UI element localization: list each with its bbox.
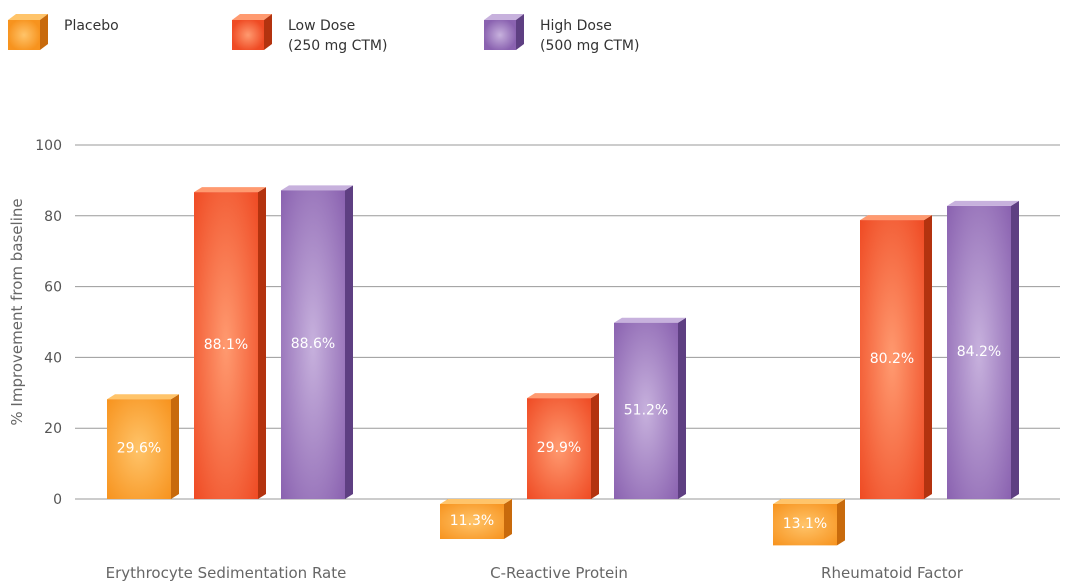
data-label: 13.1% <box>783 516 827 532</box>
bar-3-3 <box>947 200 1019 499</box>
y-tick-label: 80 <box>44 209 62 225</box>
data-label: 84.2% <box>957 344 1001 360</box>
bar-1-2 <box>440 499 512 540</box>
y-tick-label: 100 <box>35 138 62 154</box>
data-label: 29.9% <box>537 440 581 456</box>
y-tick-label: 40 <box>44 350 62 366</box>
legend-label: High Dose (500 mg CTM) <box>540 18 640 54</box>
data-label: 80.2% <box>870 351 914 367</box>
data-labels: 29.6% 88.1% 88.6% 11.3% 29.9% 51.2% 13.1% 80.2%… <box>117 336 1001 532</box>
y-tick-label: 20 <box>44 421 62 437</box>
legend-label: Low Dose (250 mg CTM) <box>288 18 388 54</box>
x-tick-label: Erythrocyte Sedimentation Rate <box>106 564 347 582</box>
bar-2-2 <box>527 393 599 499</box>
legend-swatch <box>232 14 272 50</box>
data-label: 88.6% <box>291 336 335 352</box>
data-label: 11.3% <box>450 513 494 529</box>
data-label: 88.1% <box>204 337 248 353</box>
legend-item-2: Low Dose (250 mg CTM) <box>232 14 387 56</box>
y-tick-label: 0 <box>53 492 62 508</box>
x-tick-label: C-Reactive Protein <box>490 564 628 582</box>
bar-3-2 <box>614 317 686 499</box>
legend-item-3: High Dose (500 mg CTM) <box>484 14 639 56</box>
legend-label: Placebo <box>64 18 119 34</box>
y-axis-label: % Improvement from baseline <box>8 198 26 425</box>
y-axis-ticks: 0 20 40 60 80 100 <box>35 138 62 508</box>
bars <box>107 185 1019 546</box>
x-tick-label: Rheumatoid Factor <box>821 564 964 582</box>
legend-swatch <box>8 14 48 50</box>
x-axis-ticks: Erythrocyte Sedimentation Rate C-Reactive… <box>106 564 964 582</box>
bar-2-1 <box>194 187 266 499</box>
data-label: 51.2% <box>624 402 668 418</box>
legend-item-1: Placebo <box>8 14 119 50</box>
bar-1-3 <box>773 499 845 546</box>
y-tick-label: 60 <box>44 280 62 296</box>
legend-swatch <box>484 14 524 50</box>
data-label: 29.6% <box>117 441 161 457</box>
bar-2-3 <box>860 215 932 500</box>
bar-1-1 <box>107 394 179 499</box>
bar-3-1 <box>281 185 353 499</box>
